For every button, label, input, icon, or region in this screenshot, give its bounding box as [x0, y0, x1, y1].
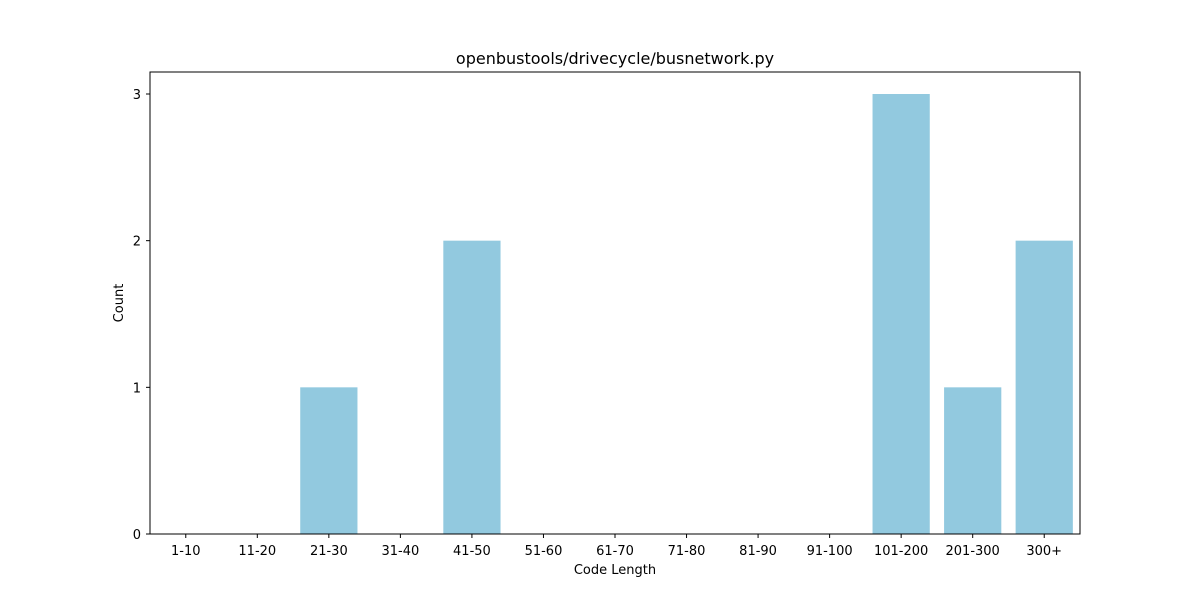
bar-201-300 [944, 387, 1002, 534]
x-tick-label: 201-300 [946, 544, 1000, 559]
plot-frame [149, 71, 1081, 535]
x-tick-label: 101-200 [874, 544, 928, 559]
x-tick-label: 1-10 [171, 544, 201, 559]
y-tick-label: 3 [133, 88, 141, 103]
x-axis-label: Code Length [574, 563, 656, 578]
y-axis-ticks: 0 1 2 3 [133, 88, 150, 543]
bar-21-30 [300, 387, 358, 534]
x-tick-label: 81-90 [739, 544, 777, 559]
y-tick-label: 2 [133, 235, 141, 250]
x-tick-label: 11-20 [238, 544, 276, 559]
x-tick-label: 21-30 [310, 544, 348, 559]
x-tick-label: 61-70 [596, 544, 634, 559]
y-tick-label: 0 [133, 528, 141, 543]
bar-300+ [1015, 240, 1073, 535]
chart-title: openbustools/drivecycle/busnetwork.py [456, 49, 774, 68]
bar-41-50 [443, 240, 501, 535]
x-tick-label: 71-80 [668, 544, 706, 559]
x-tick-label: 300+ [1026, 544, 1062, 559]
x-axis-ticks: 1-10 11-20 21-30 31-40 41-50 51-60 61-70 71-80 8… [171, 534, 1062, 559]
bar-101-200 [872, 94, 930, 534]
x-tick-label: 91-100 [807, 544, 853, 559]
y-tick-label: 1 [133, 381, 141, 396]
x-tick-label: 31-40 [381, 544, 419, 559]
bars-group [300, 94, 1073, 535]
y-axis-label: Count [112, 284, 127, 323]
x-tick-label: 41-50 [453, 544, 491, 559]
x-tick-label: 51-60 [525, 544, 563, 559]
